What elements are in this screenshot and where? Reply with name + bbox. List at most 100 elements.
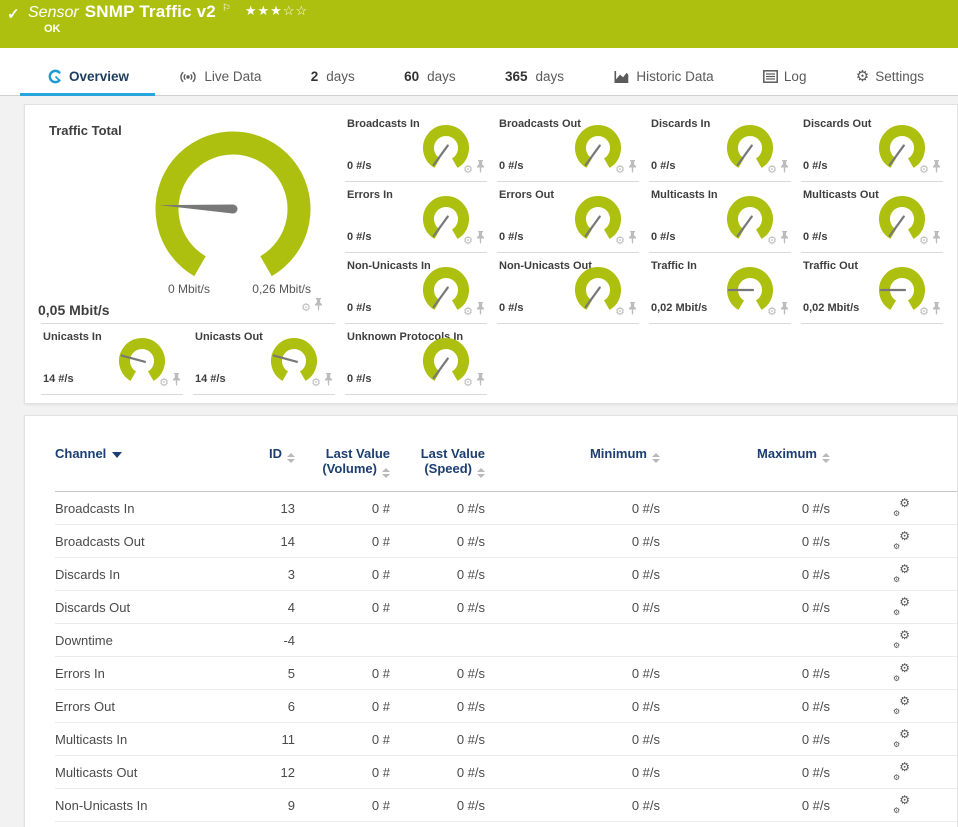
tab-historic-data[interactable]: Historic Data: [609, 69, 717, 95]
sort-icon[interactable]: [382, 468, 390, 478]
pin-icon[interactable]: [628, 302, 637, 320]
channel-settings-gears-icon[interactable]: ⚙ ⚙: [893, 693, 910, 716]
sort-icon[interactable]: [822, 453, 830, 463]
gauge-dial: [725, 194, 775, 247]
channel-settings-gears-icon[interactable]: ⚙ ⚙: [893, 561, 910, 584]
sort-desc-icon[interactable]: [112, 452, 123, 458]
channel-settings-gears-icon[interactable]: ⚙ ⚙: [893, 792, 910, 815]
priority-stars[interactable]: ★★★☆☆: [244, 3, 309, 18]
gauge-cell-actions: ⚙: [767, 231, 789, 249]
channel-settings-gears-icon[interactable]: ⚙ ⚙: [893, 627, 910, 650]
gear-icon[interactable]: ⚙: [919, 234, 929, 247]
gear-icon[interactable]: ⚙: [615, 234, 625, 247]
cell-maximum: 0 #/s: [801, 500, 830, 516]
cell-maximum: 0 #/s: [801, 566, 830, 582]
column-header-last-value-volume-[interactable]: Last Value (Volume): [295, 446, 390, 479]
tab-days[interactable]: 365 days: [501, 69, 568, 95]
gear-icon[interactable]: ⚙: [301, 301, 311, 314]
cell-speed: 0 #/s: [456, 731, 485, 747]
column-header-channel[interactable]: Channel: [55, 446, 245, 461]
gauge-value: 0 #/s: [347, 302, 372, 314]
channel-settings-gears-icon[interactable]: ⚙ ⚙: [893, 726, 910, 749]
gauge-label: Discards In: [651, 118, 711, 130]
tab-live-data[interactable]: Live Data: [174, 69, 265, 95]
gauge-cell-traffic-out[interactable]: Traffic Out 0,02 Mbit/s ⚙: [801, 253, 943, 324]
gauge-cell-non-unicasts-in[interactable]: Non-Unicasts In 0 #/s ⚙: [345, 253, 487, 324]
sort-icon[interactable]: [287, 453, 295, 463]
cell-minimum: 0 #/s: [631, 500, 660, 516]
gear-icon[interactable]: ⚙: [463, 305, 473, 318]
gauge-cell-traffic-total[interactable]: Traffic Total 0 Mbit/s 0,26 Mbit/s 0,05 …: [38, 111, 335, 324]
gauge-dial: [117, 336, 167, 389]
pin-icon[interactable]: [780, 160, 789, 178]
gauge-cell-multicasts-in[interactable]: Multicasts In 0 #/s ⚙: [649, 182, 791, 253]
column-label: Maximum: [757, 446, 817, 461]
gauge-cell-non-unicasts-out[interactable]: Non-Unicasts Out 0 #/s ⚙: [497, 253, 639, 324]
column-header-last-value-speed-[interactable]: Last Value (Speed): [390, 446, 485, 479]
column-header-maximum[interactable]: Maximum: [660, 446, 830, 464]
gear-icon[interactable]: ⚙: [767, 234, 777, 247]
pin-icon[interactable]: [628, 231, 637, 249]
sensor-name: SNMP Traffic v2: [84, 2, 216, 21]
gear-icon[interactable]: ⚙: [463, 234, 473, 247]
cell-maximum: 0 #/s: [801, 599, 830, 615]
gauge-cell-broadcasts-out[interactable]: Broadcasts Out 0 #/s ⚙: [497, 111, 639, 182]
cell-actions: ⚙ ⚙: [830, 660, 910, 683]
channel-settings-gears-icon[interactable]: ⚙ ⚙: [893, 495, 910, 518]
channel-settings-gears-icon[interactable]: ⚙ ⚙: [893, 528, 910, 551]
channel-row-discards-out: Discards Out 4 0 # 0 #/s 0 #/s 0 #/s ⚙ ⚙: [55, 591, 957, 624]
cell-volume: 0 #: [371, 500, 390, 516]
gear-icon[interactable]: ⚙: [615, 163, 625, 176]
tab-days[interactable]: 60 days: [400, 69, 460, 95]
gear-icon[interactable]: ⚙: [159, 376, 169, 389]
tab-log[interactable]: Log: [759, 69, 811, 95]
pin-icon[interactable]: [476, 373, 485, 391]
pin-icon[interactable]: [780, 231, 789, 249]
gauge-cell-unicasts-out[interactable]: Unicasts Out 14 #/s ⚙: [193, 324, 335, 395]
pin-icon[interactable]: [932, 231, 941, 249]
gear-icon[interactable]: ⚙: [919, 163, 929, 176]
flag-icon[interactable]: ⚐: [221, 3, 231, 14]
sort-icon[interactable]: [477, 468, 485, 478]
gauge-cell-discards-out[interactable]: Discards Out 0 #/s ⚙: [801, 111, 943, 182]
sort-icon[interactable]: [652, 453, 660, 463]
gear-icon[interactable]: ⚙: [463, 163, 473, 176]
cell-minimum: 0 #/s: [631, 599, 660, 615]
gauge-cell-discards-in[interactable]: Discards In 0 #/s ⚙: [649, 111, 791, 182]
channel-settings-gears-icon[interactable]: ⚙ ⚙: [893, 759, 910, 782]
gauge-cell-multicasts-out[interactable]: Multicasts Out 0 #/s ⚙: [801, 182, 943, 253]
pin-icon[interactable]: [628, 160, 637, 178]
tab-settings[interactable]: ⚙ Settings: [852, 69, 928, 95]
pin-icon[interactable]: [476, 231, 485, 249]
gear-icon[interactable]: ⚙: [919, 305, 929, 318]
pin-icon[interactable]: [314, 298, 323, 316]
pin-icon[interactable]: [932, 302, 941, 320]
gauge-cell-traffic-in[interactable]: Traffic In 0,02 Mbit/s ⚙: [649, 253, 791, 324]
pin-icon[interactable]: [324, 373, 333, 391]
gear-icon[interactable]: ⚙: [615, 305, 625, 318]
gear-icon[interactable]: ⚙: [767, 163, 777, 176]
gauge-cell-errors-in[interactable]: Errors In 0 #/s ⚙: [345, 182, 487, 253]
channel-settings-gears-icon[interactable]: ⚙ ⚙: [893, 660, 910, 683]
pin-icon[interactable]: [476, 160, 485, 178]
gear-icon[interactable]: ⚙: [463, 376, 473, 389]
channel-settings-gears-icon[interactable]: ⚙ ⚙: [893, 594, 910, 617]
gauge-cell-broadcasts-in[interactable]: Broadcasts In 0 #/s ⚙: [345, 111, 487, 182]
pin-icon[interactable]: [932, 160, 941, 178]
gauge-cell-errors-out[interactable]: Errors Out 0 #/s ⚙: [497, 182, 639, 253]
tab-label: Overview: [69, 69, 130, 84]
gear-icon[interactable]: ⚙: [311, 376, 321, 389]
column-header-minimum[interactable]: Minimum: [485, 446, 660, 464]
tab-days[interactable]: 2 days: [307, 69, 359, 95]
column-header-id[interactable]: ID: [245, 446, 295, 464]
gauge-cell-unknown-protocols-in[interactable]: Unknown Protocols In 0 #/s ⚙: [345, 324, 487, 395]
gauge-cell-actions: ⚙: [615, 302, 637, 320]
cell-volume: 0 #: [371, 533, 390, 549]
channel-row-errors-in: Errors In 5 0 # 0 #/s 0 #/s 0 #/s ⚙ ⚙: [55, 657, 957, 690]
pin-icon[interactable]: [172, 373, 181, 391]
pin-icon[interactable]: [476, 302, 485, 320]
gear-icon[interactable]: ⚙: [767, 305, 777, 318]
tab-overview[interactable]: Overview: [19, 69, 156, 96]
gauge-cell-unicasts-in[interactable]: Unicasts In 14 #/s ⚙: [41, 324, 183, 395]
pin-icon[interactable]: [780, 302, 789, 320]
